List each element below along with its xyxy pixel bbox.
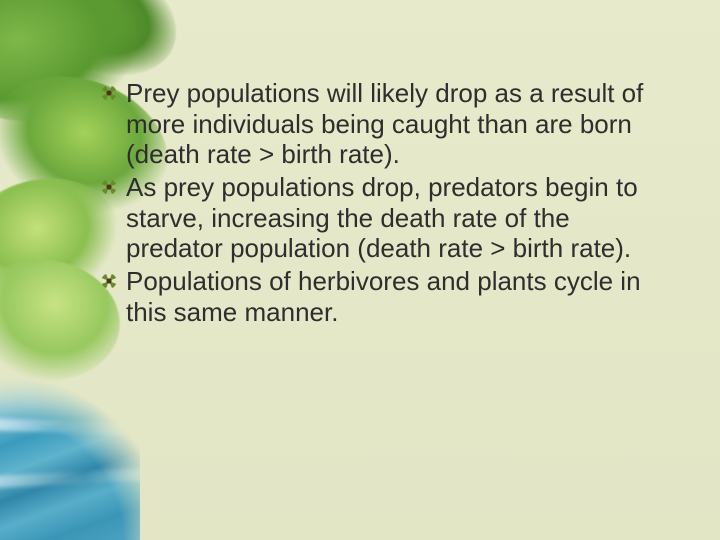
bullet-item: Prey populations will likely drop as a r…	[100, 78, 660, 170]
bullet-item: As prey populations drop, predators begi…	[100, 172, 660, 264]
bullet-item: Populations of herbivores and plants cyc…	[100, 266, 660, 327]
bullet-text: As prey populations drop, predators begi…	[126, 172, 638, 263]
bullet-list: Prey populations will likely drop as a r…	[100, 78, 660, 327]
bullet-text: Prey populations will likely drop as a r…	[126, 78, 643, 169]
content-area: Prey populations will likely drop as a r…	[100, 78, 660, 329]
bullet-text: Populations of herbivores and plants cyc…	[126, 266, 641, 327]
water-decoration	[0, 370, 140, 540]
slide: Prey populations will likely drop as a r…	[0, 0, 720, 540]
